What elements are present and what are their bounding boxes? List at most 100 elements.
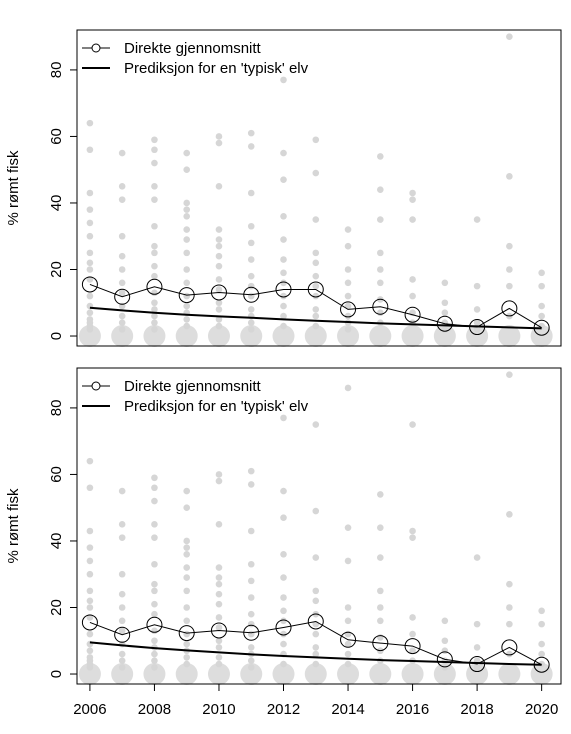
background-point bbox=[183, 604, 191, 611]
background-point bbox=[247, 256, 255, 263]
background-point bbox=[247, 620, 255, 628]
background-point bbox=[118, 570, 126, 578]
mean-point bbox=[243, 286, 260, 303]
background-point bbox=[118, 650, 126, 658]
background-point bbox=[183, 266, 191, 273]
background-points-layer bbox=[78, 33, 553, 348]
background-point bbox=[151, 312, 158, 320]
background-point bbox=[118, 617, 126, 625]
background-point bbox=[215, 133, 223, 140]
background-point bbox=[312, 272, 320, 280]
background-point bbox=[247, 467, 255, 475]
background-point bbox=[86, 457, 94, 465]
background-point bbox=[280, 149, 287, 157]
mean-point bbox=[372, 635, 389, 652]
background-point bbox=[86, 544, 94, 551]
y-tick-label: 80 bbox=[48, 400, 65, 417]
background-point bbox=[280, 302, 287, 310]
plot-frame bbox=[76, 367, 562, 685]
background-point bbox=[183, 640, 191, 648]
legend-label-prediction: Prediksjon for en 'typisk' elv bbox=[124, 398, 309, 415]
background-point bbox=[151, 222, 158, 230]
mean-point bbox=[307, 281, 324, 298]
mean-point bbox=[178, 625, 195, 642]
background-point bbox=[312, 421, 320, 428]
x-tick-label: 2018 bbox=[460, 701, 493, 718]
mean-point bbox=[372, 298, 389, 315]
zero-cluster-point bbox=[175, 325, 198, 348]
mean-point bbox=[404, 638, 421, 655]
background-point bbox=[86, 276, 94, 283]
background-point bbox=[312, 650, 320, 658]
background-point bbox=[118, 319, 126, 327]
legend-swatch-mean-point bbox=[91, 43, 101, 53]
background-point bbox=[151, 650, 158, 658]
background-point bbox=[344, 650, 352, 658]
background-point bbox=[409, 647, 416, 655]
background-point bbox=[247, 594, 255, 601]
background-point bbox=[312, 660, 320, 668]
background-point bbox=[86, 664, 94, 671]
background-point bbox=[86, 647, 94, 655]
background-point bbox=[506, 33, 513, 40]
mean-point bbox=[307, 613, 324, 630]
x-tick-label: 2012 bbox=[267, 701, 300, 718]
background-point bbox=[183, 322, 191, 330]
axis-layer: 0 20 40 60 80 2006 2008 2010 2012 2014 2016 2018 202… bbox=[48, 367, 562, 718]
background-point bbox=[344, 266, 352, 273]
background-point bbox=[151, 196, 158, 203]
background-point bbox=[312, 554, 320, 561]
background-point bbox=[215, 322, 223, 330]
background-point bbox=[247, 481, 255, 488]
background-point bbox=[538, 312, 545, 320]
background-point bbox=[473, 554, 481, 561]
background-point bbox=[344, 302, 352, 310]
mean-line-layer bbox=[81, 613, 550, 673]
background-point bbox=[215, 242, 223, 250]
background-point bbox=[183, 504, 191, 512]
zero-cluster-point bbox=[240, 325, 263, 348]
background-point bbox=[409, 534, 416, 541]
background-point bbox=[312, 507, 320, 515]
background-point bbox=[151, 587, 158, 595]
zero-cluster-point bbox=[369, 325, 392, 348]
background-point bbox=[247, 610, 255, 618]
background-point bbox=[441, 279, 449, 287]
background-point bbox=[151, 183, 158, 190]
legend: Direkte gjennomsnitt Prediksjon for en '… bbox=[82, 40, 309, 77]
mean-point bbox=[114, 288, 131, 305]
background-point bbox=[183, 587, 191, 595]
zero-cluster-point bbox=[337, 325, 360, 348]
background-point bbox=[118, 149, 126, 157]
background-point bbox=[312, 306, 320, 313]
legend: Direkte gjennomsnitt Prediksjon for en '… bbox=[82, 378, 309, 415]
background-point bbox=[183, 316, 191, 323]
mean-point bbox=[533, 319, 550, 336]
background-point bbox=[151, 262, 158, 270]
background-point bbox=[409, 630, 416, 638]
background-point bbox=[247, 577, 255, 585]
background-point bbox=[215, 306, 223, 313]
background-point bbox=[215, 660, 223, 668]
background-point bbox=[409, 614, 416, 621]
zero-cluster-point bbox=[78, 663, 101, 686]
background-point bbox=[215, 521, 223, 528]
background-point bbox=[247, 239, 255, 247]
background-point bbox=[506, 511, 513, 518]
background-point bbox=[215, 574, 223, 581]
background-point bbox=[312, 282, 320, 290]
background-point bbox=[118, 312, 126, 320]
background-point bbox=[473, 644, 481, 651]
background-point bbox=[151, 580, 158, 588]
background-point bbox=[377, 279, 384, 287]
background-point bbox=[538, 607, 545, 615]
background-point bbox=[247, 664, 255, 671]
background-point bbox=[215, 624, 223, 631]
background-point bbox=[183, 166, 191, 174]
background-point bbox=[280, 514, 287, 521]
background-point bbox=[312, 169, 320, 177]
background-point bbox=[86, 292, 94, 300]
background-point bbox=[538, 620, 545, 628]
background-point bbox=[280, 279, 287, 287]
legend-label-mean: Direkte gjennomsnitt bbox=[124, 40, 262, 57]
